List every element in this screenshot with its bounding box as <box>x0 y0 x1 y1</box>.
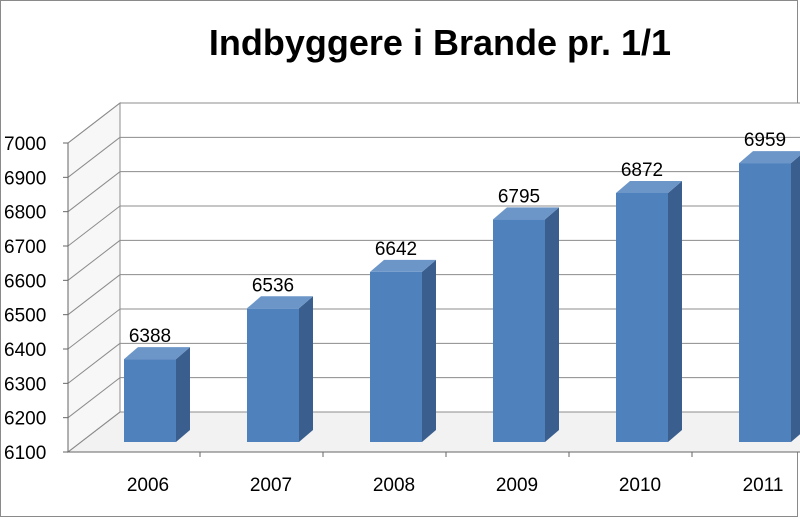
bar <box>247 308 299 442</box>
bar-top <box>739 151 800 164</box>
bar-top <box>493 207 559 220</box>
bar-side <box>422 259 436 442</box>
data-label: 6388 <box>129 326 171 347</box>
data-label: 6642 <box>375 239 417 260</box>
y-tick-label: 6300 <box>4 374 46 395</box>
y-tick-label: 6600 <box>4 271 46 292</box>
x-tick-label: 2009 <box>496 475 538 496</box>
bar-side <box>668 180 682 443</box>
x-tick-label: 2011 <box>743 475 784 496</box>
bar <box>493 219 545 442</box>
bar-side <box>545 207 559 442</box>
bar-side <box>791 155 800 442</box>
bar <box>124 359 176 442</box>
x-tick-label: 2010 <box>619 475 661 496</box>
data-label: 6872 <box>621 160 663 181</box>
y-tick-label: 6700 <box>4 237 46 258</box>
back-wall <box>120 103 800 412</box>
data-label: 6959 <box>744 130 786 151</box>
gridline-diagonal <box>67 171 121 213</box>
gridline-diagonal <box>67 136 121 178</box>
bar-side <box>176 347 190 442</box>
gridline-diagonal <box>67 342 121 384</box>
x-tick-label: 2007 <box>250 475 292 496</box>
y-tick-label: 6100 <box>4 443 46 464</box>
x-tick-label: 2008 <box>373 475 415 496</box>
bar-top <box>124 347 190 360</box>
bar-top <box>370 259 436 272</box>
gridline-diagonal <box>67 102 121 144</box>
data-label: 6536 <box>252 275 294 296</box>
y-tick-label: 6800 <box>4 203 46 224</box>
gridline-diagonal <box>67 411 121 453</box>
bar-top <box>247 296 313 309</box>
bar <box>616 192 668 442</box>
y-tick-label: 6500 <box>4 306 46 327</box>
y-tick-label: 6200 <box>4 409 46 430</box>
data-label: 6795 <box>498 186 540 207</box>
x-tick-label: 2006 <box>127 475 169 496</box>
bar <box>370 271 422 442</box>
gridline-diagonal <box>67 274 121 316</box>
side-wall <box>67 101 121 454</box>
gridline-diagonal <box>67 239 121 281</box>
bar <box>739 163 791 442</box>
gridline-diagonal <box>67 377 121 419</box>
y-tick-label: 6900 <box>4 168 46 189</box>
y-tick-label: 6400 <box>4 340 46 361</box>
chart-title: Indbyggere i Brande pr. 1/1 <box>208 22 672 63</box>
bar-side <box>299 296 313 442</box>
y-tick-label: 7000 <box>4 134 46 155</box>
gridline-diagonal <box>67 308 121 350</box>
gridline-diagonal <box>67 205 121 247</box>
bar-top <box>616 180 682 193</box>
